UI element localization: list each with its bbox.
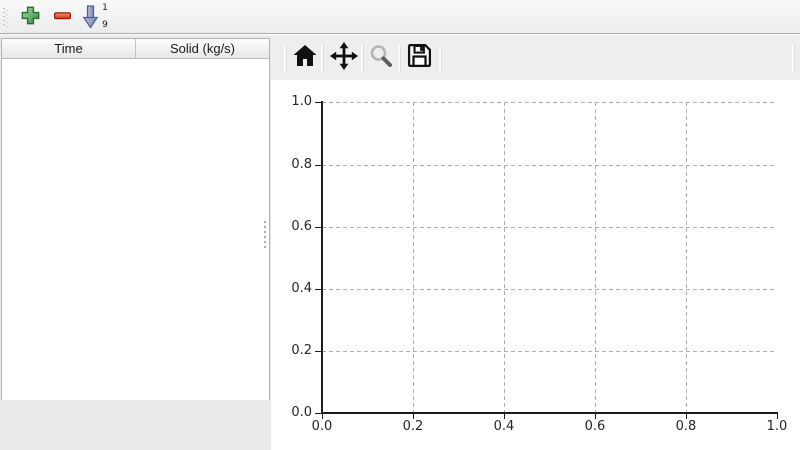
x-tick-label: 0.8 (675, 419, 697, 434)
gridline-horizontal (322, 227, 777, 228)
x-tick-label: 0.4 (493, 419, 515, 434)
sort-rows-button[interactable]: 1 9 (79, 3, 111, 31)
x-tick (777, 414, 778, 419)
table-header: Time Solid (kg/s) (2, 39, 269, 59)
column-header-solid[interactable]: Solid (kg/s) (169, 41, 236, 56)
y-tick-label: 0.0 (291, 405, 312, 420)
gridline-horizontal (322, 289, 777, 290)
gridline-vertical (595, 102, 596, 413)
y-tick (315, 289, 321, 290)
x-tick-label: 0.0 (311, 419, 333, 434)
home-button[interactable] (288, 40, 322, 74)
plot-axes-canvas[interactable] (322, 102, 777, 413)
gridline-vertical (504, 102, 505, 413)
gridline-horizontal (322, 351, 777, 352)
save-button[interactable] (402, 40, 436, 74)
toolbar-drag-handle[interactable] (3, 8, 9, 27)
x-tick (686, 414, 687, 419)
top-toolbar: 1 9 (0, 0, 800, 34)
plus-icon (20, 5, 41, 29)
save-floppy-icon (406, 42, 433, 72)
x-tick-label: 1.0 (766, 419, 788, 434)
x-tick (595, 414, 596, 419)
plot-figure (271, 80, 800, 450)
gridline-horizontal (322, 165, 777, 166)
sort-numeric-ascending-icon: 1 9 (82, 4, 108, 30)
toolbar-separator (321, 45, 323, 72)
y-tick-label: 0.4 (291, 281, 312, 296)
time-solid-table: Time Solid (kg/s) (1, 38, 270, 400)
pan-button[interactable] (327, 40, 361, 74)
add-row-button[interactable] (16, 3, 44, 31)
y-tick (315, 351, 321, 352)
home-icon (291, 42, 319, 73)
y-tick (315, 165, 321, 166)
magnifier-icon (367, 42, 395, 73)
y-axis-spine (321, 101, 323, 414)
x-tick (413, 414, 414, 419)
gridline-vertical (686, 102, 687, 413)
y-tick (315, 227, 321, 228)
x-tick-label: 0.6 (584, 419, 606, 434)
y-tick-label: 0.2 (291, 343, 312, 358)
toolbar-separator (398, 45, 400, 72)
minus-icon (52, 5, 73, 29)
toolbar-separator (439, 45, 441, 72)
gridline-vertical (413, 102, 414, 413)
zoom-button[interactable] (364, 40, 398, 74)
x-tick (322, 414, 323, 419)
y-tick-label: 0.8 (291, 157, 312, 172)
toolbar-separator (284, 45, 286, 72)
y-tick (315, 413, 321, 414)
remove-row-button[interactable] (48, 3, 76, 31)
pan-arrows-icon (329, 41, 359, 74)
toolbar-separator (792, 45, 794, 72)
toolbar-separator (361, 45, 363, 72)
gridline-horizontal (322, 102, 777, 103)
column-header-time[interactable]: Time (2, 39, 136, 58)
x-tick (504, 414, 505, 419)
sort-badge-numbers: 1 9 (102, 3, 108, 30)
plot-navigation-toolbar (271, 35, 800, 80)
y-tick-label: 1.0 (291, 94, 312, 109)
y-tick-label: 0.6 (291, 219, 312, 234)
x-axis-spine (321, 412, 778, 414)
x-tick-label: 0.2 (402, 419, 424, 434)
parameter-bar: D50 ▲ ▼ Sigma ▲ ▼ (0, 400, 271, 450)
table-body-empty[interactable] (2, 59, 269, 400)
y-tick (315, 102, 321, 103)
panel-splitter-handle[interactable] (263, 221, 267, 248)
